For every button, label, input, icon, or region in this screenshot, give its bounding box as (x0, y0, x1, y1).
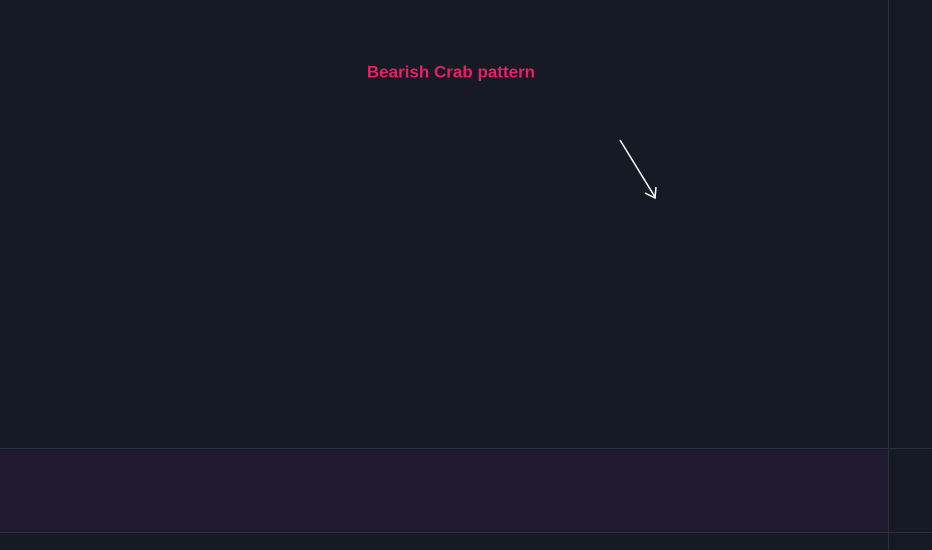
arrow (619, 139, 657, 200)
rsi-pane (0, 450, 888, 532)
chart-title: Bearish Crab pattern (367, 62, 535, 81)
